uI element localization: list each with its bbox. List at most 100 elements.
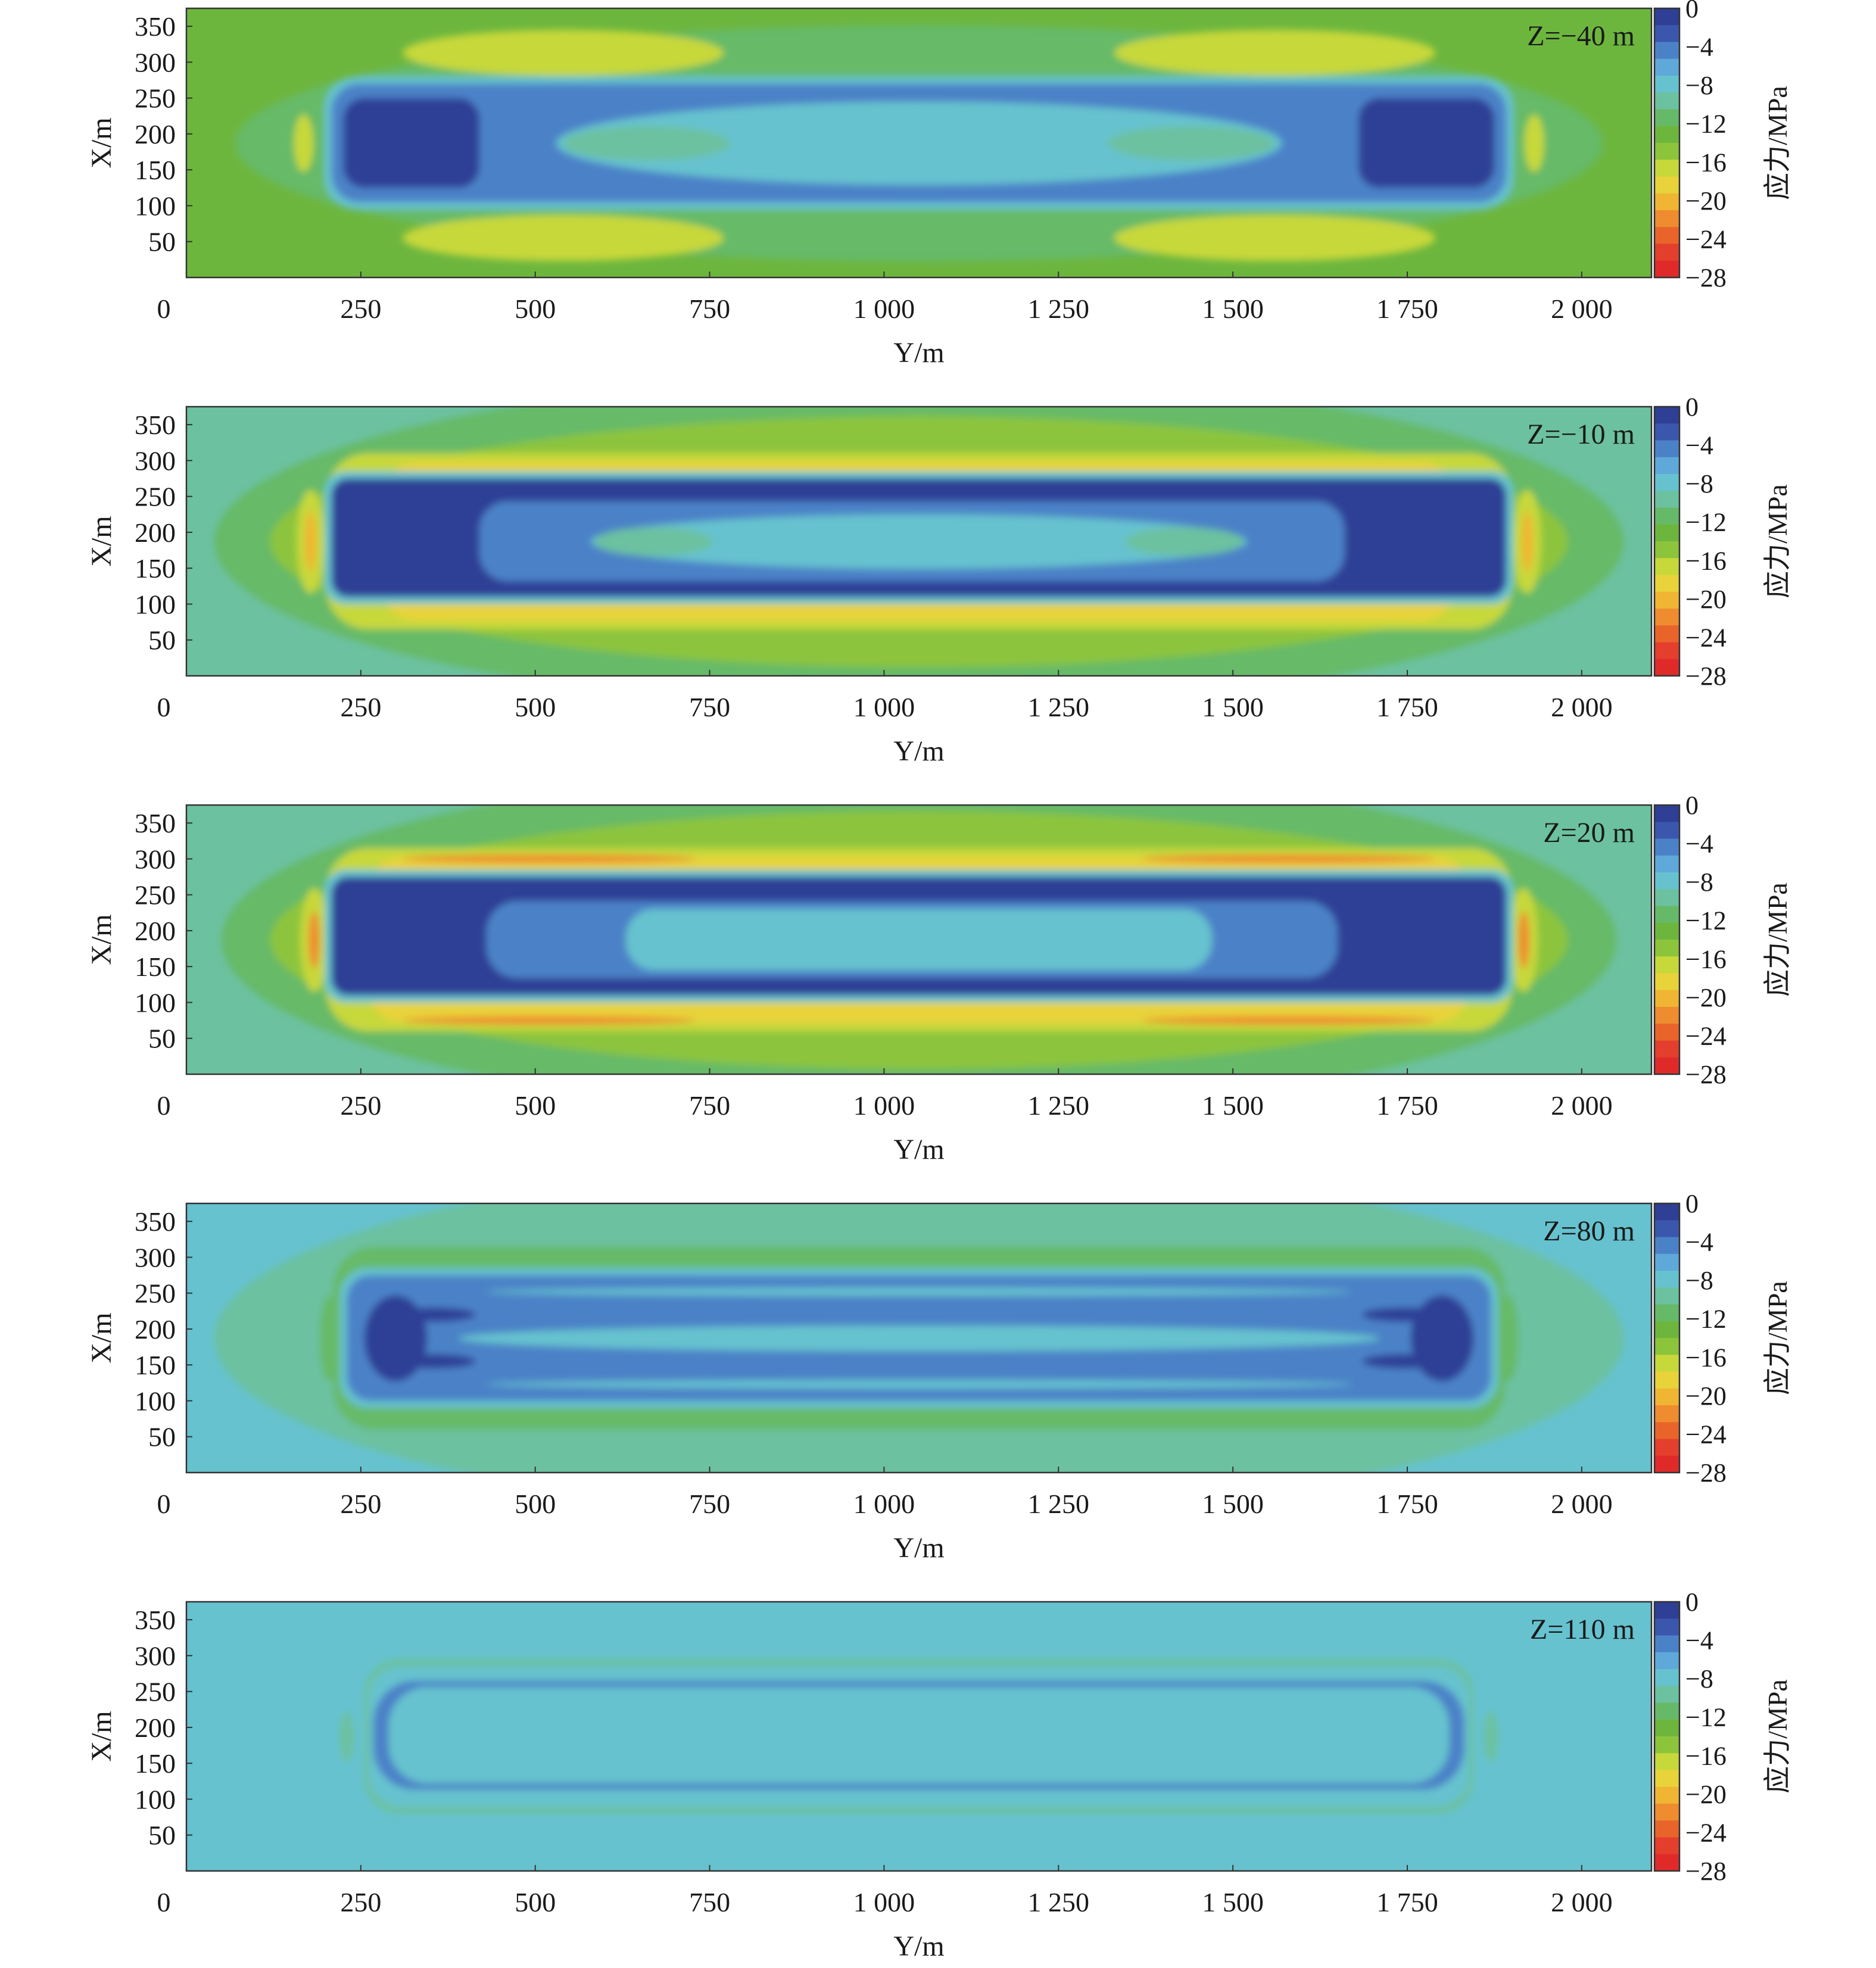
y-tick-label: 50 xyxy=(148,1422,176,1452)
y-axis-title: X/m xyxy=(86,914,117,965)
y-axis-title: X/m xyxy=(86,117,117,168)
contour-regions xyxy=(214,407,1623,676)
panel-4: 50 100 150 200 250 300 350 0 250 500 750 1 000 1 250… xyxy=(86,1189,1793,1564)
colorbar-tick-label: −16 xyxy=(1685,944,1727,974)
y-tick-label: 100 xyxy=(135,191,176,221)
colorbar-band xyxy=(1654,1355,1679,1373)
y-tick-label: 200 xyxy=(135,119,176,149)
y-tick-label: 350 xyxy=(135,1206,176,1237)
y-tick-label: 50 xyxy=(148,227,176,257)
contour-region xyxy=(305,511,316,572)
colorbar-band xyxy=(1654,625,1679,643)
contour-region xyxy=(403,1016,696,1025)
colorbar-band xyxy=(1654,1770,1679,1788)
colorbar-band xyxy=(1654,1702,1679,1720)
contour-field xyxy=(186,805,1651,1074)
colorbar-tick-label: −16 xyxy=(1685,148,1727,177)
x-tick-label: 2 000 xyxy=(1551,1489,1613,1519)
colorbar-band xyxy=(1654,906,1679,924)
colorbar-tick-label: −16 xyxy=(1685,1343,1727,1372)
colorbar-title: 应力/MPa xyxy=(1762,882,1793,997)
colorbar-tick-label: −12 xyxy=(1685,1305,1727,1334)
colorbar-tick-label: −12 xyxy=(1685,110,1727,139)
colorbar-band xyxy=(1654,1422,1679,1440)
colorbar-band xyxy=(1654,76,1679,93)
colorbar-frame xyxy=(1653,804,1681,1075)
contour-region xyxy=(1142,854,1435,863)
contour-region xyxy=(308,911,320,969)
panel-1: 50 100 150 200 250 300 350 0 250 500 750 1 000 1 250… xyxy=(86,0,1793,369)
colorbar-band xyxy=(1654,1405,1679,1423)
contour-region xyxy=(403,854,696,863)
contour-region xyxy=(1484,1711,1498,1762)
colorbar-band xyxy=(1654,176,1679,194)
x-axis-title: Y/m xyxy=(893,1532,944,1564)
colorbar-band xyxy=(1654,210,1679,227)
x-tick-label: 1 000 xyxy=(853,1887,915,1917)
colorbar-band xyxy=(1654,541,1679,559)
colorbar-band xyxy=(1654,1007,1679,1024)
colorbar-tick-label: −16 xyxy=(1685,1741,1727,1770)
colorbar-band xyxy=(1654,855,1679,873)
colorbar-tick-label: 0 xyxy=(1685,1189,1699,1218)
colorbar-band xyxy=(1654,1338,1679,1355)
y-tick-label: 250 xyxy=(135,1278,176,1309)
colorbar-band xyxy=(1654,491,1679,509)
x-tick-label: 1 500 xyxy=(1202,1887,1264,1917)
x-tick-label: 750 xyxy=(689,1090,730,1121)
colorbar-tick-label: 0 xyxy=(1685,791,1699,820)
x-tick-label: 0 xyxy=(157,1090,171,1121)
colorbar-band xyxy=(1654,1719,1679,1737)
colorbar-band xyxy=(1654,591,1679,609)
y-tick-label: 250 xyxy=(135,1677,176,1707)
colorbar-band xyxy=(1654,922,1679,940)
y-tick-label: 200 xyxy=(135,916,176,946)
colorbar-tick-label: −28 xyxy=(1685,263,1727,292)
colorbar-band xyxy=(1654,42,1679,60)
panel-label: Z=80 m xyxy=(1543,1215,1635,1247)
x-tick-label: 1 750 xyxy=(1376,294,1438,324)
contour-region xyxy=(1142,1016,1435,1025)
colorbar-tick-label: −4 xyxy=(1685,33,1713,62)
contour-region xyxy=(294,114,314,172)
contour-region xyxy=(1361,1307,1446,1322)
y-tick-label: 350 xyxy=(135,808,176,838)
colorbar-band xyxy=(1654,1321,1679,1339)
x-tick-label: 500 xyxy=(515,294,556,324)
x-tick-label: 1 750 xyxy=(1376,692,1438,722)
x-tick-label: 1 500 xyxy=(1202,692,1264,722)
colorbar-band xyxy=(1654,1040,1679,1058)
y-axis-title: X/m xyxy=(86,516,117,566)
colorbar-tick-label: −24 xyxy=(1685,623,1727,652)
y-tick-label: 200 xyxy=(135,1314,176,1345)
x-axis-title: Y/m xyxy=(893,337,944,369)
x-tick-label: 1 500 xyxy=(1202,1489,1264,1519)
colorbar-band xyxy=(1654,440,1679,458)
colorbar-frame xyxy=(1653,1601,1681,1872)
colorbar: 0 −4 −8 −12 −16 −20 −24 −28 应力/MPa xyxy=(1653,392,1793,691)
colorbar-tick-label: −16 xyxy=(1685,546,1727,575)
contour-regions xyxy=(235,24,1603,262)
x-tick-label: 1 750 xyxy=(1376,1090,1438,1121)
x-tick-label: 750 xyxy=(689,294,730,324)
colorbar-title: 应力/MPa xyxy=(1762,86,1793,200)
x-tick-label: 500 xyxy=(515,692,556,722)
colorbar-band xyxy=(1654,407,1679,424)
x-tick-label: 500 xyxy=(515,1887,556,1917)
y-tick-label: 250 xyxy=(135,880,176,910)
contour-region xyxy=(1518,911,1530,969)
colorbar-band xyxy=(1654,474,1679,491)
x-tick-label: 1 000 xyxy=(853,294,915,324)
colorbar-tick-label: −4 xyxy=(1685,1626,1713,1655)
colorbar-frame xyxy=(1653,7,1681,279)
contour-region xyxy=(403,215,724,261)
colorbar-band xyxy=(1654,1439,1679,1456)
x-tick-label: 250 xyxy=(340,1090,381,1121)
colorbar-band xyxy=(1654,260,1679,278)
colorbar: 0 −4 −8 −12 −16 −20 −24 −28 应力/MPa xyxy=(1653,1189,1793,1487)
contour-region xyxy=(392,1307,476,1322)
colorbar-band xyxy=(1654,1237,1679,1255)
colorbar-tick-label: −28 xyxy=(1685,1458,1727,1487)
contour-region xyxy=(563,126,731,161)
x-tick-label: 1 250 xyxy=(1028,1887,1090,1917)
